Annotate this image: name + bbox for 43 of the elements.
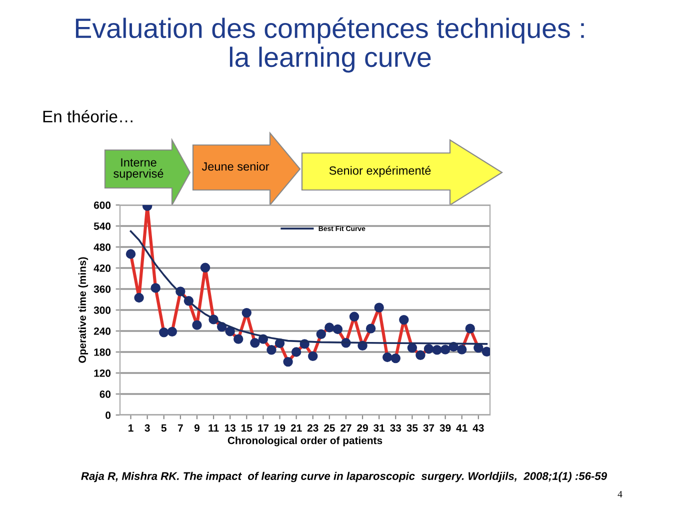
y-tick-label: 120: [94, 370, 111, 377]
y-tick-label: 240: [94, 328, 111, 335]
text: Senior expérimenté: [329, 166, 431, 178]
y-tick-label: 180: [94, 348, 111, 356]
x-tick-label: 39: [440, 424, 451, 432]
x-tick-label: 1: [128, 424, 134, 432]
x-tick-label: 21: [290, 424, 302, 432]
x-tick-label: 33: [390, 424, 402, 432]
y-tick-label: 60: [100, 390, 111, 398]
x-tick-label: 5: [161, 424, 166, 432]
x-tick-label: 15: [242, 424, 252, 432]
x-tick-label: 17: [258, 424, 269, 432]
chart-subtitle: En théorie…: [43, 110, 132, 122]
x-tick-label: 31: [374, 424, 385, 432]
x-tick-label: 29: [357, 424, 368, 432]
y-tick-label: 420: [94, 264, 111, 272]
y-tick-label: 540: [94, 222, 111, 230]
y-axis-title: Operative time (mins): [78, 257, 88, 363]
text: Raja R, Mishra RK. The impact of learing curve in laparoscopic surgery. Worldjils, 2008;1(1) :56-59: [81, 472, 608, 482]
x-tick-label: 41: [456, 424, 468, 432]
text: Jeune senior: [202, 162, 270, 171]
text: Interne supervisé: [114, 158, 164, 180]
text: 4: [618, 490, 622, 498]
x-tick-label: 35: [406, 424, 418, 432]
x-tick-label: 11: [208, 424, 219, 432]
x-axis-title: Chronological order of patients: [228, 436, 382, 446]
x-tick-label: 27: [340, 424, 352, 432]
x-tick-label: 7: [178, 424, 183, 432]
line-series: [130, 230, 488, 345]
y-tick-label: 300: [94, 306, 111, 314]
x-tick-label: 25: [324, 424, 335, 432]
y-tick-label: 600: [94, 202, 111, 209]
chart-title: Evaluation des compétences techniques : la learning curve: [76, 17, 584, 73]
x-tick-label: 13: [224, 424, 236, 432]
x-tick-label: 3: [144, 424, 150, 432]
x-tick-label: 43: [472, 424, 484, 432]
x-tick-label: 23: [307, 424, 318, 432]
x-tick-label: 9: [194, 424, 200, 432]
x-tick-label: 19: [274, 424, 286, 432]
x-tick-label: 37: [423, 424, 434, 432]
y-tick-label: 0: [106, 412, 111, 419]
y-tick-label: 480: [94, 244, 111, 251]
y-tick-label: 360: [94, 286, 111, 293]
